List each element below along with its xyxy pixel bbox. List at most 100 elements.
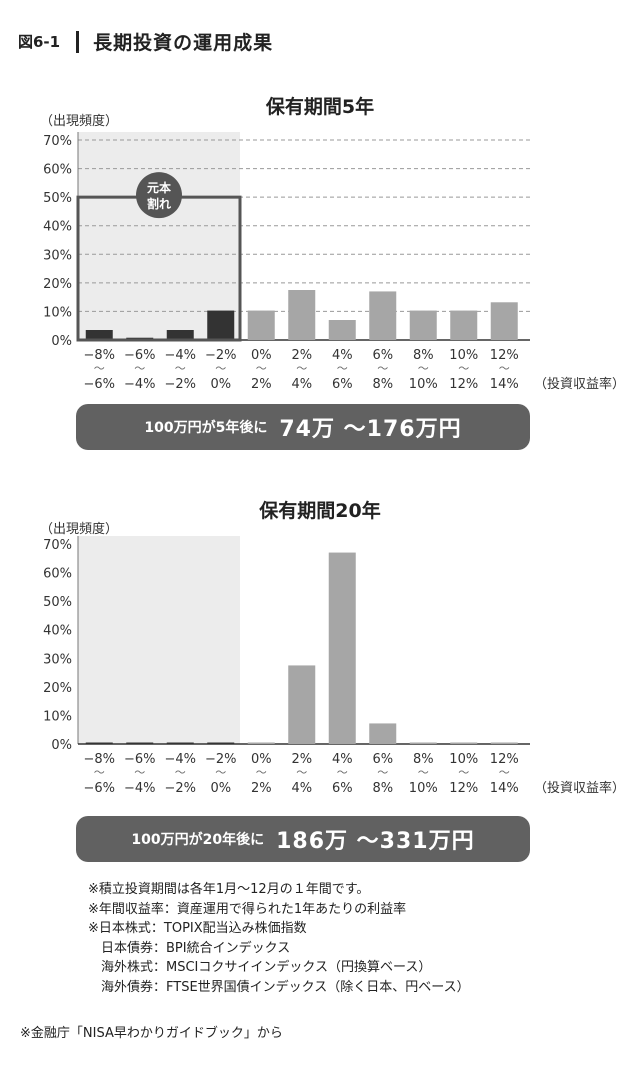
bar — [247, 742, 275, 744]
y-tick-label: 20% — [43, 681, 72, 696]
chart-20-year-plot: 0%10%20%30%40%50%60%70%−8%〜−6%−6%〜−4%−4%… — [43, 536, 625, 796]
bar — [450, 310, 478, 340]
bar — [166, 742, 194, 744]
x-tick-label: −8% — [83, 348, 115, 363]
x-tick-tilde: 〜 — [418, 362, 429, 375]
y-tick-label: 60% — [43, 163, 72, 178]
y-tick-label: 70% — [43, 134, 72, 149]
bar — [409, 310, 437, 340]
figure-number: 図6-1 — [18, 33, 61, 51]
negative-return-region — [78, 132, 240, 340]
x-tick-tilde: 〜 — [337, 766, 348, 779]
x-tick-label: 8% — [413, 752, 434, 767]
x-tick-label: −2% — [205, 752, 237, 767]
x-tick-tilde: 〜 — [337, 362, 348, 375]
bar — [369, 723, 397, 744]
bar — [126, 742, 154, 744]
x-tick-label: −4% — [124, 377, 156, 392]
x-tick-label: −4% — [164, 752, 196, 767]
x-tick-label: 2% — [291, 348, 312, 363]
y-tick-label: 20% — [43, 277, 72, 292]
figure-title: 長期投資の運用成果 — [93, 32, 274, 54]
y-tick-label: 30% — [43, 248, 72, 263]
y-axis-label: （出現頻度） — [40, 522, 119, 537]
x-tick-label: 14% — [490, 781, 519, 796]
figure-header: 図6-1 長期投資の運用成果 — [18, 28, 273, 55]
y-tick-label: 40% — [43, 220, 72, 235]
x-tick-label: −4% — [164, 348, 196, 363]
chart-5-year-plot: 0%10%20%30%40%50%60%70%−8%〜−6%−6%〜−4%−4%… — [43, 132, 625, 392]
x-tick-label: 10% — [409, 781, 438, 796]
x-tick-tilde: 〜 — [215, 766, 226, 779]
x-tick-label: 12% — [449, 377, 478, 392]
x-tick-tilde: 〜 — [296, 766, 307, 779]
x-tick-label: 12% — [490, 752, 519, 767]
x-tick-label: 2% — [291, 752, 312, 767]
x-tick-tilde: 〜 — [175, 766, 186, 779]
footnote: 海外株式：MSCIコクサイインデックス（円換算ベース） — [101, 960, 432, 975]
principal-loss-label: 割れ — [147, 196, 171, 211]
bar — [328, 320, 356, 340]
x-tick-tilde: 〜 — [377, 362, 388, 375]
x-tick-label: 4% — [291, 781, 312, 796]
bar — [85, 742, 113, 744]
y-tick-label: 50% — [43, 595, 72, 610]
chart-title: 保有期間20年 — [259, 500, 381, 522]
x-tick-label: 8% — [372, 377, 393, 392]
x-tick-label: 2% — [251, 781, 272, 796]
x-axis-label: （投資収益率） — [534, 780, 625, 796]
x-tick-label: 4% — [332, 752, 353, 767]
summary-prefix: 100万円が20年後に — [131, 832, 265, 848]
x-tick-tilde: 〜 — [94, 766, 105, 779]
x-tick-label: 0% — [210, 377, 231, 392]
x-tick-label: 12% — [490, 348, 519, 363]
x-tick-label: 14% — [490, 377, 519, 392]
x-tick-label: 6% — [372, 348, 393, 363]
x-tick-label: 6% — [332, 377, 353, 392]
x-tick-label: 6% — [332, 781, 353, 796]
y-tick-label: 40% — [43, 624, 72, 639]
footnote: ※積立投資期間は各年1月〜12月の１年間です。 — [88, 882, 370, 897]
x-axis-label: （投資収益率） — [534, 376, 625, 392]
x-tick-tilde: 〜 — [134, 766, 145, 779]
x-tick-tilde: 〜 — [499, 766, 510, 779]
x-tick-label: 12% — [449, 781, 478, 796]
bar — [490, 742, 518, 744]
summary-20-year: 100万円が20年後に 186万 〜331万円 — [76, 816, 530, 862]
x-tick-tilde: 〜 — [175, 362, 186, 375]
bar — [166, 330, 194, 340]
source-note: ※金融庁「NISA早わかりガイドブック」から — [20, 1026, 283, 1041]
summary-range: 186万 〜331万円 — [276, 829, 475, 854]
x-tick-tilde: 〜 — [458, 362, 469, 375]
x-tick-label: 8% — [372, 781, 393, 796]
y-tick-label: 0% — [51, 738, 72, 753]
chart-title: 保有期間5年 — [265, 96, 375, 118]
bar — [207, 310, 235, 340]
footnote: 日本債券：BPI統合インデックス — [101, 940, 291, 956]
y-tick-label: 10% — [43, 305, 72, 320]
x-tick-label: 6% — [372, 752, 393, 767]
y-tick-label: 0% — [51, 334, 72, 349]
y-tick-label: 10% — [43, 709, 72, 724]
x-tick-label: 4% — [332, 348, 353, 363]
bar — [85, 330, 113, 340]
x-tick-label: 2% — [251, 377, 272, 392]
summary-prefix: 100万円が5年後に — [144, 420, 268, 436]
bar — [247, 310, 275, 340]
y-tick-label: 60% — [43, 567, 72, 582]
x-tick-label: 0% — [251, 752, 272, 767]
bar — [288, 665, 316, 744]
summary-range: 74万 〜176万円 — [279, 417, 462, 442]
x-tick-label: −2% — [164, 377, 196, 392]
figure-header-divider — [76, 30, 80, 53]
x-tick-tilde: 〜 — [377, 766, 388, 779]
x-tick-tilde: 〜 — [215, 362, 226, 375]
y-tick-label: 70% — [43, 538, 72, 553]
bar — [207, 742, 235, 744]
bar — [409, 742, 437, 744]
x-tick-label: 4% — [291, 377, 312, 392]
x-tick-tilde: 〜 — [296, 362, 307, 375]
summary-5-year: 100万円が5年後に 74万 〜176万円 — [76, 404, 530, 450]
bar — [450, 742, 478, 744]
x-tick-label: −6% — [83, 377, 115, 392]
